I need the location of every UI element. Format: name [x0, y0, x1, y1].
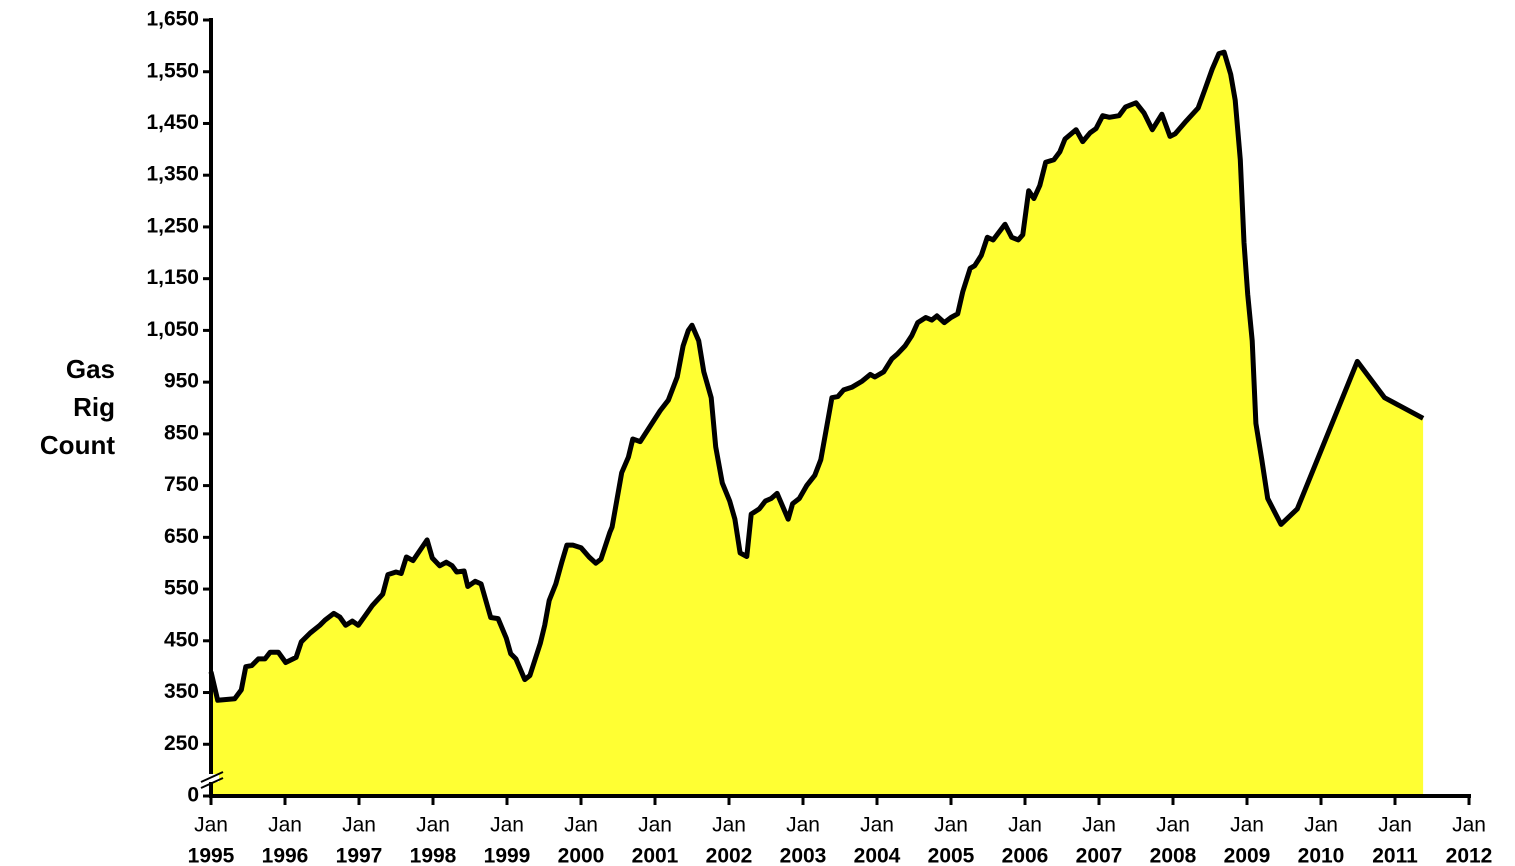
- x-tick-label: 2009: [1224, 845, 1271, 866]
- x-tick-month: Jan: [564, 814, 598, 837]
- y-tick-label: 1,350: [146, 163, 199, 186]
- axis-break: [200, 771, 224, 783]
- y-tick-label: 1,250: [146, 214, 199, 237]
- x-tick-label: 2001: [632, 845, 679, 866]
- x-tick-label: 2011: [1372, 845, 1418, 866]
- x-tick-month: Jan: [416, 814, 450, 837]
- x-tick-month: Jan: [786, 814, 820, 837]
- x-tick-label: 2004: [854, 845, 901, 866]
- x-tick-month: Jan: [1452, 814, 1486, 837]
- x-tick-month: Jan: [638, 814, 672, 837]
- axis-break: [200, 777, 224, 789]
- y-tick-label: 1,550: [146, 59, 199, 82]
- x-tick-month: Jan: [342, 814, 376, 837]
- y-tick-label: 850: [164, 421, 199, 444]
- x-tick-label: 2007: [1076, 845, 1123, 866]
- y-tick-label: 750: [164, 473, 199, 496]
- x-tick-label: 1998: [410, 845, 457, 866]
- x-tick-label: 2008: [1150, 845, 1197, 866]
- y-tick-label: 1,050: [146, 318, 199, 341]
- x-tick-label: 2010: [1298, 845, 1345, 866]
- y-tick-label: 1,650: [146, 8, 199, 31]
- x-tick-label: 2003: [780, 845, 827, 866]
- x-tick-month: Jan: [1008, 814, 1042, 837]
- x-tick-label: 1999: [484, 845, 531, 866]
- x-tick-label: 2005: [928, 845, 975, 866]
- x-tick-month: Jan: [490, 814, 524, 837]
- line: [208, 49, 1425, 703]
- y-tick-label: 450: [164, 628, 199, 651]
- y-tick-label: 1,450: [146, 111, 199, 134]
- x-tick-label: 1997: [336, 845, 383, 866]
- y-tick-label: 350: [164, 680, 199, 703]
- x-tick-label: 1995: [188, 845, 235, 866]
- x-tick-label: 2006: [1002, 845, 1049, 866]
- x-tick-month: Jan: [712, 814, 746, 837]
- y-tick-label: 650: [164, 525, 199, 548]
- y-tick-label: 550: [164, 577, 199, 600]
- x-tick-month: Jan: [1304, 814, 1338, 837]
- area-fill: [211, 52, 1424, 797]
- x-tick-month: Jan: [934, 814, 968, 837]
- y-tick-label: 950: [164, 370, 199, 393]
- x-tick-month: Jan: [860, 814, 894, 837]
- x-tick-label: 1996: [262, 845, 309, 866]
- x-tick-label: 2012: [1446, 845, 1493, 866]
- x-tick-month: Jan: [1082, 814, 1116, 837]
- y-tick-label: 250: [164, 732, 199, 755]
- x-tick-month: Jan: [1156, 814, 1190, 837]
- x-tick-month: Jan: [1230, 814, 1264, 837]
- x-tick-month: Jan: [194, 814, 228, 837]
- x-tick-label: 2002: [706, 845, 753, 866]
- y-axis-label: Gas Rig Count: [39, 354, 115, 460]
- x-tick-label: 2000: [558, 845, 605, 866]
- y-tick-label: 0: [187, 784, 199, 807]
- x-tick-month: Jan: [1378, 814, 1412, 837]
- x-tick-month: Jan: [268, 814, 302, 837]
- y-tick-label: 1,150: [146, 266, 199, 289]
